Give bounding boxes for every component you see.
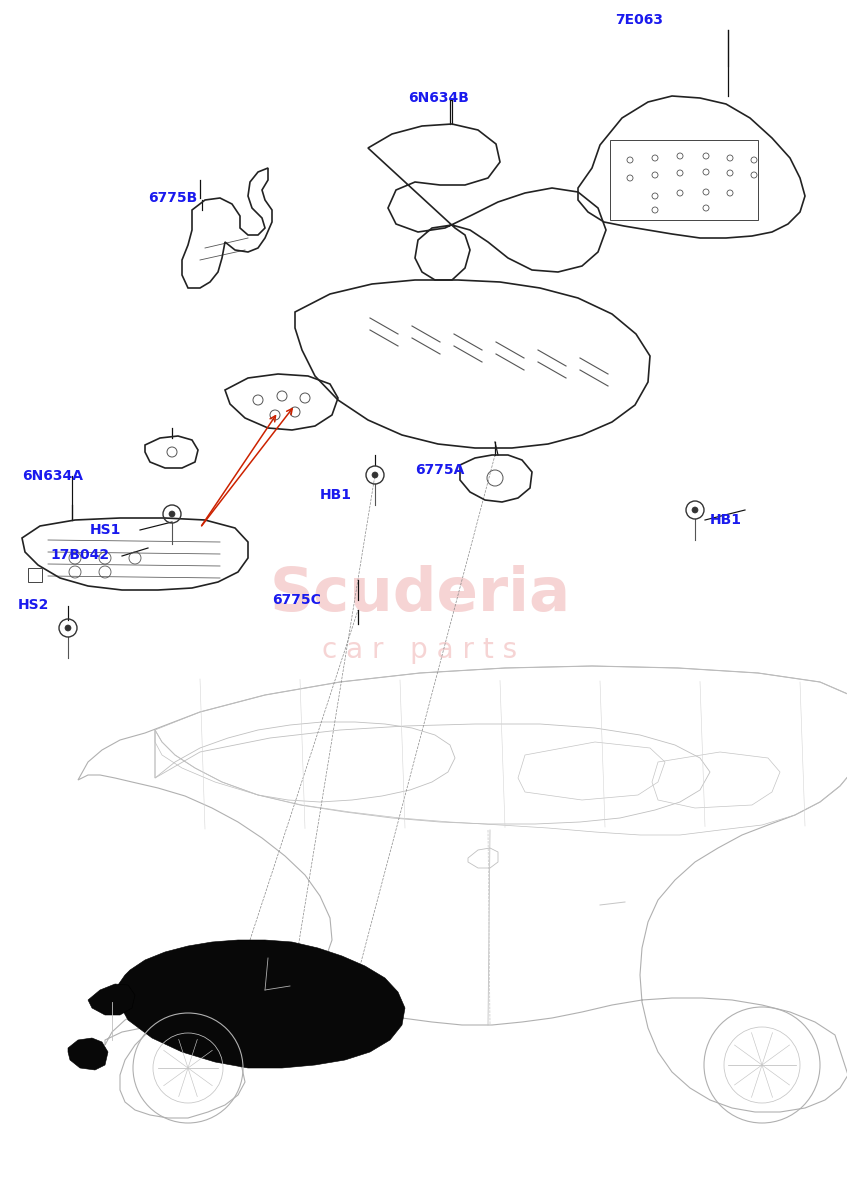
Text: HB1: HB1 <box>710 514 742 527</box>
Circle shape <box>692 506 698 514</box>
Circle shape <box>372 472 378 478</box>
Text: HS2: HS2 <box>18 598 49 612</box>
Text: 6775B: 6775B <box>148 191 197 205</box>
Text: HB1: HB1 <box>320 488 352 502</box>
Text: 6N634B: 6N634B <box>408 91 469 104</box>
Text: 6775C: 6775C <box>272 593 321 607</box>
Text: c a r   p a r t s: c a r p a r t s <box>323 636 518 664</box>
Text: 6775A: 6775A <box>415 463 464 476</box>
Circle shape <box>169 511 175 517</box>
Text: 6N634A: 6N634A <box>22 469 83 482</box>
Text: 7E063: 7E063 <box>615 13 663 26</box>
Text: HS1: HS1 <box>90 523 121 538</box>
Circle shape <box>65 625 71 631</box>
Polygon shape <box>68 1038 108 1070</box>
Text: 17B042: 17B042 <box>50 548 109 562</box>
Polygon shape <box>118 940 405 1068</box>
Polygon shape <box>88 984 135 1015</box>
Text: Scuderia: Scuderia <box>269 565 571 624</box>
